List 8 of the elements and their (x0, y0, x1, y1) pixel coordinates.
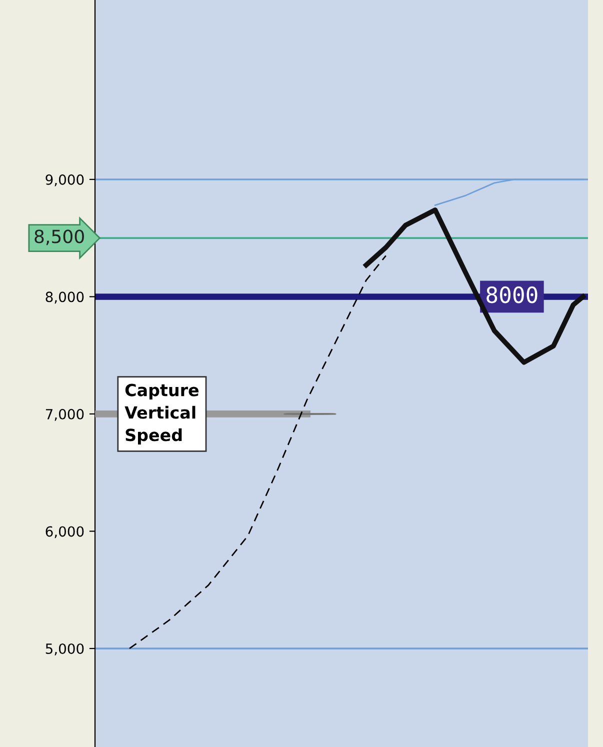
ref-line-label: Capture Vertical Speed (124, 384, 199, 444)
y-tick-label: 7,000 (46, 408, 84, 421)
ref-line-label: 8,500 (34, 230, 84, 246)
ref-line-label: 8000 (486, 286, 538, 304)
y-tick-label: 9,000 (46, 174, 84, 186)
y-tick-label: 8,000 (46, 292, 84, 304)
y-tick-label: 5,000 (46, 643, 84, 656)
y-tick-label: 6,000 (46, 526, 84, 538)
